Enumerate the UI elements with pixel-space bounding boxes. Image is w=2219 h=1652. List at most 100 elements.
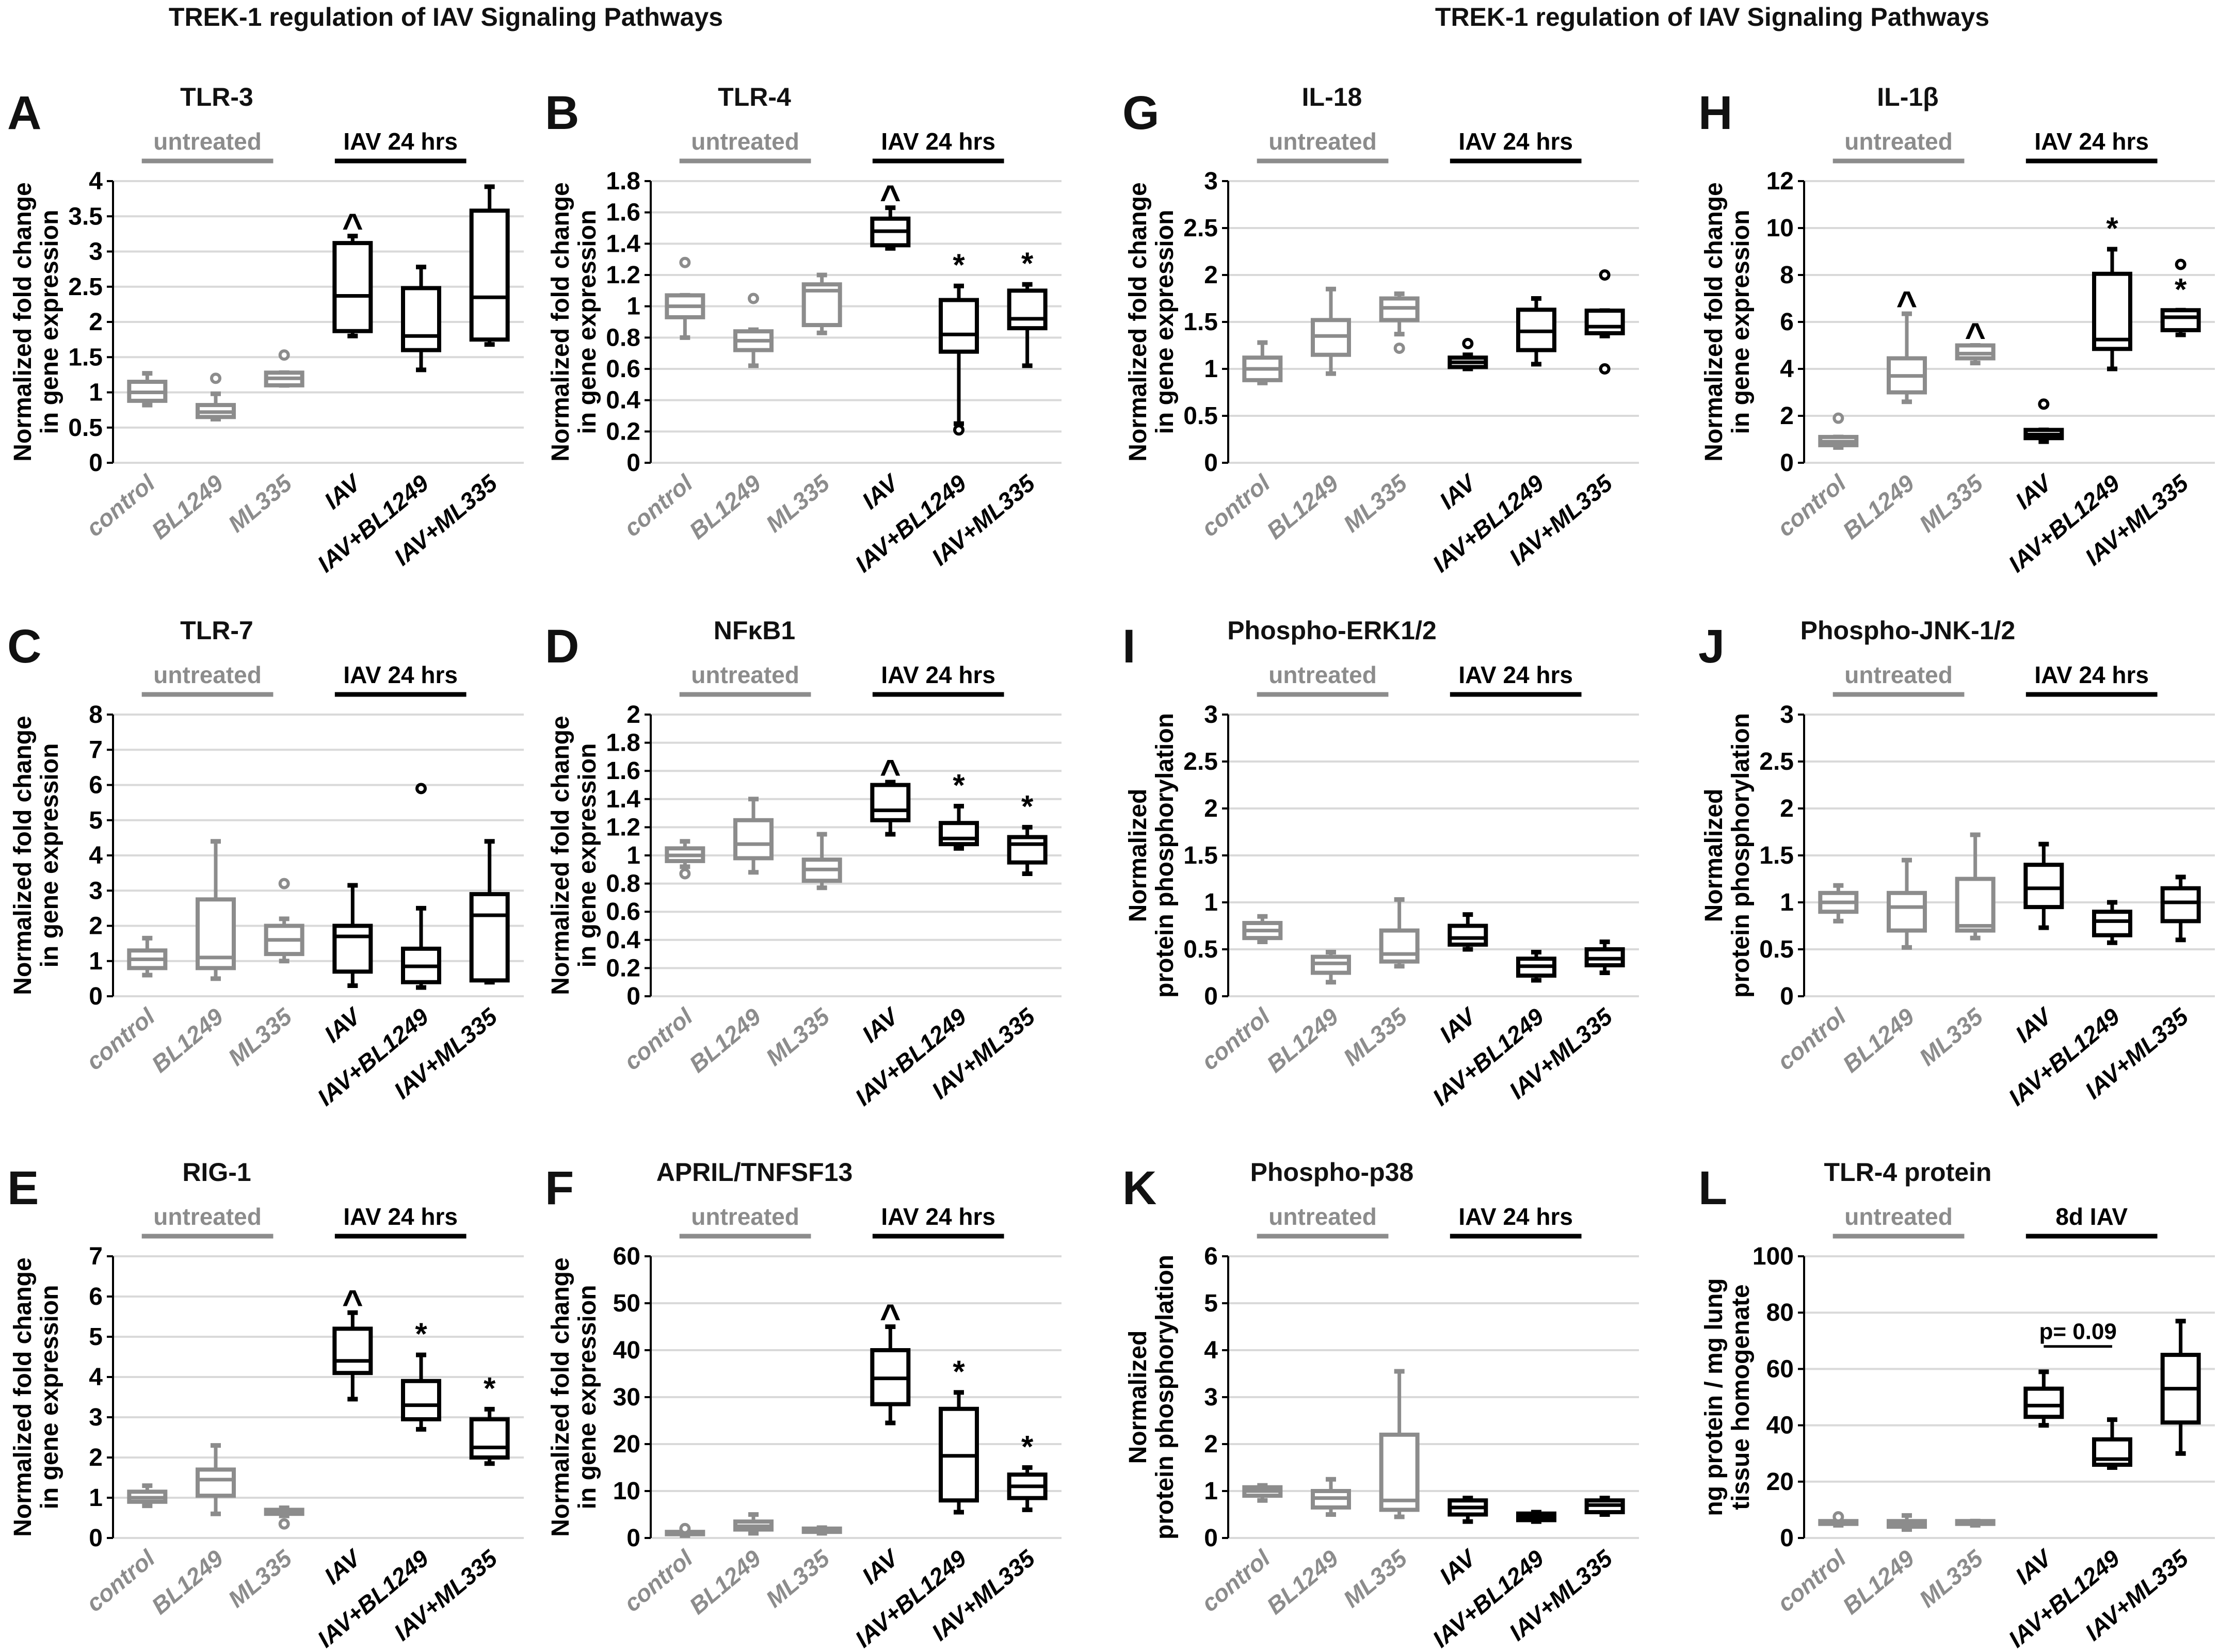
y-axis-label-line: in gene expression xyxy=(1151,210,1179,434)
box-control xyxy=(127,1483,168,1509)
y-tick-label: 0.5 xyxy=(68,414,103,442)
panel-letter: J xyxy=(1698,620,1725,673)
group-label-iav: IAV 24 hrs xyxy=(881,128,995,155)
y-axis-label-line: Normalized xyxy=(1124,1331,1152,1464)
group-label-untreated: untreated xyxy=(1844,661,1953,688)
outlier-point xyxy=(278,1518,290,1530)
y-tick-label: 4 xyxy=(1780,355,1794,383)
box-iqr xyxy=(196,1467,236,1498)
y-tick-label: 5 xyxy=(89,1323,103,1351)
box-ml335 xyxy=(801,832,842,890)
group-label-iav: IAV 24 hrs xyxy=(2034,661,2149,688)
box-ml335 xyxy=(1379,291,1420,354)
x-tick-label: IAV xyxy=(2010,1002,2057,1048)
box-bl1249 xyxy=(196,1443,236,1516)
x-tick-label: IAV xyxy=(2010,1544,2057,1590)
y-axis-label-line: Normalized xyxy=(1124,789,1152,922)
box-iqr xyxy=(1379,928,1420,964)
box-iqr xyxy=(1448,924,1488,947)
outlier-point xyxy=(1393,342,1405,354)
y-axis-label-line: tissue homogenate xyxy=(1727,1284,1755,1510)
box-bl1249 xyxy=(1311,1477,1351,1517)
x-tick-label: ML335 xyxy=(761,1002,835,1071)
y-tick-label: 20 xyxy=(1766,1468,1794,1496)
box-control xyxy=(127,371,168,408)
x-tick-label: BL1249 xyxy=(1838,1545,1920,1619)
box-bl1249 xyxy=(1311,949,1351,985)
y-axis-label-line: in gene expression xyxy=(574,1285,601,1510)
y-tick-label: 4 xyxy=(89,168,103,195)
y-axis-label: Normalizedprotein phosphorylation xyxy=(1124,713,1179,998)
x-tick-label: ML335 xyxy=(1914,1544,1988,1613)
x-tick-label: IAV xyxy=(857,1544,904,1590)
significance-mark: ^ xyxy=(880,178,901,218)
box-control xyxy=(1242,914,1283,944)
box-iav-plus-ml335: * xyxy=(1007,1430,1048,1512)
panel-title: TLR-7 xyxy=(180,616,253,645)
y-axis-label-line: protein phosphorylation xyxy=(1151,713,1179,998)
y-tick-label: 4 xyxy=(89,842,103,869)
box-iav-plus-bl1249 xyxy=(1516,949,1556,983)
y-tick-label: 3 xyxy=(89,1404,103,1431)
y-tick-label: 2 xyxy=(626,701,640,728)
y-tick-label: 2 xyxy=(1204,262,1218,289)
y-tick-label: 1 xyxy=(89,379,103,407)
x-tick-label: control xyxy=(81,1544,160,1617)
significance-mark: ^ xyxy=(342,1283,363,1323)
box-iav xyxy=(332,883,373,989)
panel-letter: H xyxy=(1698,87,1732,139)
y-tick-label: 6 xyxy=(89,1283,103,1310)
x-tick-label: control xyxy=(1196,469,1276,542)
y-tick-label: 0 xyxy=(1780,449,1794,477)
y-axis-label-line: in gene expression xyxy=(1727,210,1755,434)
y-tick-label: 10 xyxy=(613,1478,640,1505)
y-tick-label: 3 xyxy=(1204,701,1218,728)
panel-title: APRIL/TNFSF13 xyxy=(656,1158,853,1187)
group-label-iav: IAV 24 hrs xyxy=(1458,128,1573,155)
x-tick-label: BL1249 xyxy=(684,1003,766,1078)
box-iav-plus-bl1249: * xyxy=(401,1317,441,1432)
y-tick-label: 1.2 xyxy=(606,262,640,289)
y-axis-label: ng protein / mg lungtissue homogenate xyxy=(1700,1278,1755,1516)
box-iav-plus-bl1249: * xyxy=(939,248,979,436)
y-tick-label: 7 xyxy=(89,736,103,764)
box-control xyxy=(1818,1511,1859,1528)
box-ml335 xyxy=(264,878,304,964)
box-iav-plus-ml335 xyxy=(469,839,510,985)
group-label-iav: IAV 24 hrs xyxy=(881,1203,995,1230)
y-axis-label-line: Normalized fold change xyxy=(547,182,574,461)
panel-letter: C xyxy=(7,620,41,673)
y-tick-label: 1 xyxy=(626,842,640,869)
panel-letter: E xyxy=(7,1162,39,1214)
x-tick-label: IAV xyxy=(857,468,904,514)
x-tick-label: IAV xyxy=(319,1002,366,1048)
y-axis-label-line: in gene expression xyxy=(36,1285,63,1510)
x-tick-label: control xyxy=(1772,1544,1852,1617)
panel-letter: K xyxy=(1122,1162,1156,1214)
group-label-iav: IAV 24 hrs xyxy=(343,128,458,155)
box-iqr xyxy=(332,924,373,974)
significance-mark: * xyxy=(484,1371,496,1405)
y-tick-label: 6 xyxy=(1780,309,1794,336)
y-tick-label: 1 xyxy=(89,1484,103,1512)
y-tick-label: 10 xyxy=(1766,215,1794,242)
outlier-point xyxy=(1462,337,1474,349)
box-iqr xyxy=(1887,890,1927,933)
y-tick-label: 2 xyxy=(89,913,103,940)
y-tick-label: 0.8 xyxy=(606,324,640,351)
box-bl1249 xyxy=(733,293,774,368)
x-tick-label: control xyxy=(619,1544,698,1617)
y-tick-label: 2 xyxy=(1204,795,1218,822)
x-tick-label: control xyxy=(81,1002,160,1075)
box-iav-plus-ml335: * xyxy=(2160,258,2201,337)
x-tick-label: ML335 xyxy=(1914,469,1988,538)
box-control xyxy=(665,256,705,340)
y-axis-label: Normalized fold changein gene expression xyxy=(1124,182,1179,461)
significance-mark: * xyxy=(1021,789,1034,823)
box-iav-plus-bl1249: * xyxy=(939,1354,979,1515)
box-bl1249 xyxy=(733,797,774,875)
y-tick-label: 80 xyxy=(1766,1299,1794,1326)
box-control xyxy=(1242,1483,1283,1503)
y-axis-label: Normalized fold changein gene expression xyxy=(9,182,63,461)
box-iav-plus-ml335 xyxy=(2160,1319,2201,1456)
